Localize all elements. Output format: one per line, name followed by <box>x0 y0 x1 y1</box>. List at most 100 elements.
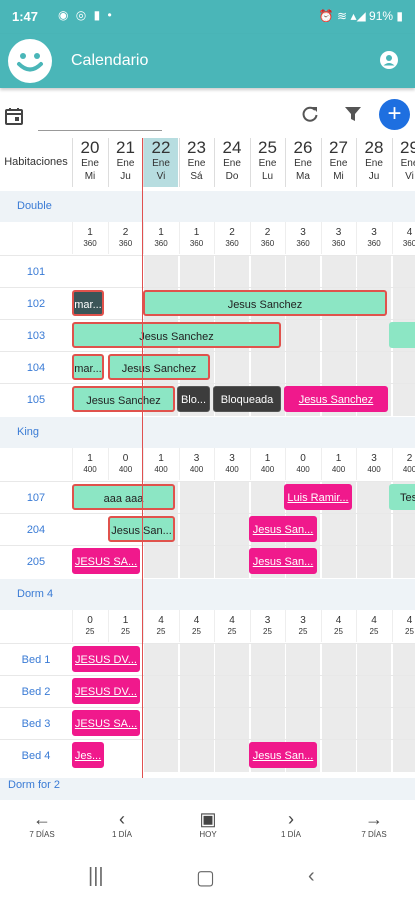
room-label[interactable]: Bed 1 <box>21 654 51 666</box>
day-cell[interactable] <box>178 482 214 514</box>
room-label[interactable]: Bed 4 <box>21 750 51 762</box>
day-cell[interactable] <box>356 676 391 708</box>
day-cell[interactable] <box>107 740 143 772</box>
day-cell[interactable] <box>214 708 249 740</box>
room-label[interactable]: 107 <box>26 492 46 504</box>
add-button[interactable]: + <box>379 99 410 130</box>
day-cell[interactable] <box>214 740 249 772</box>
home-icon[interactable]: ▢ <box>196 867 215 889</box>
prev-7-days-button[interactable]: ← 7 DÍAS <box>12 808 72 839</box>
day-cell[interactable] <box>320 352 356 384</box>
day-cell[interactable] <box>320 256 356 288</box>
day-cell[interactable] <box>143 708 178 740</box>
day-header[interactable]: 25 Ene Lu <box>249 138 285 187</box>
prev-1-day-button[interactable]: ‹ 1 DÍA <box>92 808 152 839</box>
booking-block[interactable]: Blo... <box>177 386 210 412</box>
day-cell[interactable] <box>391 708 415 740</box>
day-cell[interactable] <box>320 514 356 546</box>
day-cell[interactable] <box>214 546 249 578</box>
day-cell[interactable] <box>143 740 178 772</box>
day-header[interactable]: 29Ene Vi <box>391 138 415 187</box>
day-cell[interactable] <box>285 708 320 740</box>
day-cell[interactable] <box>391 384 415 416</box>
booking-block[interactable]: mar... <box>72 290 104 316</box>
day-cell[interactable] <box>320 740 356 772</box>
day-cell[interactable] <box>285 256 320 288</box>
day-cell[interactable] <box>320 320 356 352</box>
room-label[interactable]: 204 <box>26 524 46 536</box>
day-cell[interactable] <box>143 546 178 578</box>
room-label[interactable]: Bed 2 <box>21 686 51 698</box>
day-cell[interactable] <box>214 482 249 514</box>
day-cell[interactable] <box>178 514 214 546</box>
day-cell[interactable] <box>214 514 249 546</box>
booking-block[interactable]: JESUS DV... <box>72 678 140 704</box>
booking-block[interactable]: Jesus San... <box>249 548 317 574</box>
booking-block[interactable]: Tes <box>389 484 415 510</box>
room-label[interactable]: 205 <box>26 556 46 568</box>
today-button[interactable]: ▣ HOY <box>178 808 238 839</box>
day-cell[interactable] <box>391 288 415 320</box>
day-cell[interactable] <box>214 352 249 384</box>
day-cell[interactable] <box>143 676 178 708</box>
day-header[interactable]: 28 Ene Ju <box>356 138 391 187</box>
day-cell[interactable] <box>391 256 415 288</box>
day-header[interactable]: 23 Ene Sá <box>178 138 214 187</box>
booking-block[interactable]: Bloqueada <box>213 386 281 412</box>
next-1-day-button[interactable]: › 1 DÍA <box>261 808 321 839</box>
refresh-icon[interactable] <box>300 104 320 124</box>
day-cell[interactable] <box>391 352 415 384</box>
day-cell[interactable] <box>249 352 285 384</box>
day-cell[interactable] <box>356 482 391 514</box>
day-cell[interactable] <box>285 676 320 708</box>
day-cell[interactable] <box>356 546 391 578</box>
booking-block[interactable]: Jesus Sanchez <box>284 386 388 412</box>
day-cell[interactable] <box>178 546 214 578</box>
day-cell[interactable] <box>249 256 285 288</box>
day-cell[interactable] <box>214 676 249 708</box>
booking-block[interactable]: Jesus San... <box>108 516 175 542</box>
back-icon[interactable]: ‹ <box>308 865 315 887</box>
day-cell[interactable] <box>178 676 214 708</box>
filter-icon[interactable] <box>343 104 363 124</box>
day-header[interactable]: 22 Ene Vi <box>143 138 178 187</box>
room-label[interactable]: 105 <box>26 394 46 406</box>
day-cell[interactable] <box>249 644 285 676</box>
booking-block[interactable]: JESUS DV... <box>72 646 140 672</box>
day-cell[interactable] <box>356 644 391 676</box>
day-cell[interactable] <box>285 320 320 352</box>
day-header[interactable]: 21 Ene Ju <box>107 138 143 187</box>
booking-block[interactable] <box>389 322 415 348</box>
recents-icon[interactable]: ||| <box>88 865 104 887</box>
booking-block[interactable]: Jesus Sanchez <box>72 322 281 348</box>
day-cell[interactable] <box>391 514 415 546</box>
day-header[interactable]: 26 Ene Ma <box>285 138 320 187</box>
day-cell[interactable] <box>285 644 320 676</box>
day-cell[interactable] <box>178 256 214 288</box>
day-cell[interactable] <box>356 256 391 288</box>
day-cell[interactable] <box>72 256 107 288</box>
account-icon[interactable] <box>379 50 399 70</box>
next-7-days-button[interactable]: → 7 DÍAS <box>344 808 404 839</box>
day-cell[interactable] <box>320 676 356 708</box>
day-cell[interactable] <box>356 740 391 772</box>
room-label[interactable]: Bed 3 <box>21 718 51 730</box>
day-cell[interactable] <box>143 644 178 676</box>
room-label[interactable]: 101 <box>26 266 46 278</box>
day-cell[interactable] <box>320 546 356 578</box>
day-header[interactable]: 27 Ene Mi <box>320 138 356 187</box>
day-cell[interactable] <box>391 740 415 772</box>
booking-block[interactable]: Luis Ramir... <box>284 484 352 510</box>
day-cell[interactable] <box>214 256 249 288</box>
booking-block[interactable]: mar... <box>72 354 104 380</box>
booking-block[interactable]: JESUS SA... <box>72 548 140 574</box>
booking-block[interactable]: aaa aaa <box>72 484 175 510</box>
day-cell[interactable] <box>391 676 415 708</box>
day-cell[interactable] <box>356 708 391 740</box>
room-label[interactable]: 104 <box>26 362 46 374</box>
day-cell[interactable] <box>320 708 356 740</box>
room-label[interactable]: 103 <box>26 330 46 342</box>
day-cell[interactable] <box>178 708 214 740</box>
day-cell[interactable] <box>249 676 285 708</box>
day-cell[interactable] <box>320 644 356 676</box>
